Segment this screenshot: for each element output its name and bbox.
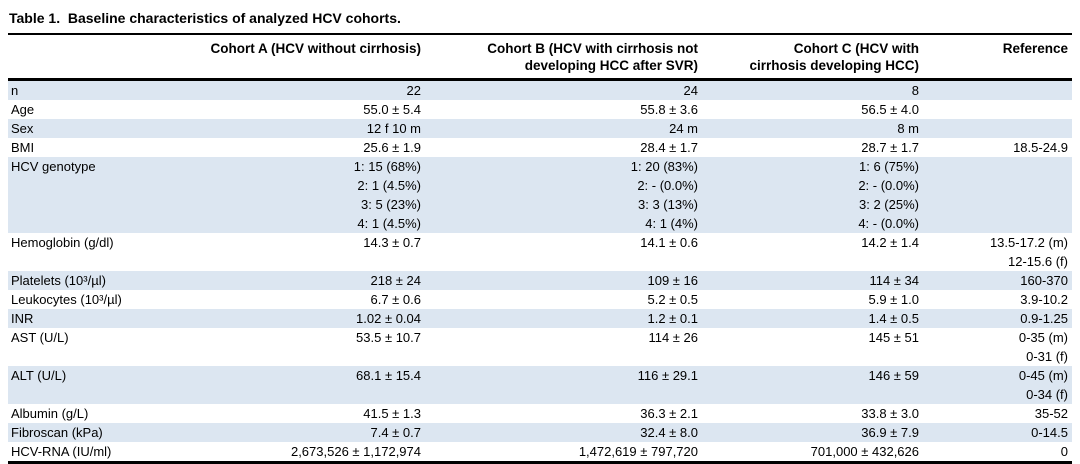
table-row-inr: INR 1.02 ± 0.04 1.2 ± 0.1 1.4 ± 0.5 0.9-… — [8, 309, 1072, 328]
cell-cohort-b: 116 ± 29.1 — [425, 366, 702, 404]
cell-cohort-b: 55.8 ± 3.6 — [640, 102, 698, 117]
cell-cohort-b: 14.1 ± 0.6 — [640, 235, 698, 250]
cell-cohort-a: 218 ± 24 — [188, 271, 425, 290]
cell-reference: 35-52 — [1034, 406, 1068, 421]
cell-cohort-b: 24 m — [425, 119, 702, 138]
cell-cohort-a: 1: 15 (68%) 2: 1 (4.5%) 3: 5 (23%) 4: 1 … — [188, 157, 425, 233]
table-row-bmi: BMI 25.6 ± 1.9 28.4 ± 1.7 28.7 ± 1.7 18.… — [8, 138, 1072, 157]
cell-reference: 3.9-10.2 — [1020, 292, 1068, 307]
cell-cohort-a: 12 f 10 m — [188, 119, 425, 138]
cell-cohort-a: 6.7 ± 0.6 — [370, 292, 421, 307]
cell-cohort-b: 109 ± 16 — [425, 271, 702, 290]
cell-cohort-c: 36.9 ± 7.9 — [702, 423, 923, 442]
header-row: Cohort A (HCV without cirrhosis) Cohort … — [8, 35, 1072, 81]
table-row-hcv-rna: HCV-RNA (IU/ml) 2,673,526 ± 1,172,974 1,… — [8, 442, 1072, 464]
cell-cohort-b: 36.3 ± 2.1 — [640, 406, 698, 421]
cell-reference: 18.5-24.9 — [1013, 140, 1068, 155]
header-cohort-c: Cohort C (HCV with cirrhosis developing … — [702, 35, 923, 81]
row-label: Platelets (10³/µl) — [8, 271, 188, 290]
table-row-platelets: Platelets (10³/µl) 218 ± 24 109 ± 16 114… — [8, 271, 1072, 290]
cell-cohort-a: 41.5 ± 1.3 — [363, 406, 421, 421]
header-cohort-b: Cohort B (HCV with cirrhosis not develop… — [425, 35, 702, 81]
cell-cohort-a: 2,673,526 ± 1,172,974 — [188, 442, 425, 464]
cell-reference — [923, 119, 1072, 138]
cell-cohort-b: 1: 20 (83%) 2: - (0.0%) 3: 3 (13%) 4: 1 … — [425, 157, 702, 233]
row-label: Sex — [8, 119, 188, 138]
cell-cohort-b: 5.2 ± 0.5 — [647, 292, 698, 307]
cell-cohort-c: 8 — [702, 79, 923, 100]
baseline-characteristics-table: Cohort A (HCV without cirrhosis) Cohort … — [8, 35, 1072, 464]
cell-cohort-c: 14.2 ± 1.4 — [861, 235, 919, 250]
cell-cohort-a: 7.4 ± 0.7 — [188, 423, 425, 442]
header-reference: Reference — [923, 35, 1072, 81]
table-row-hcv-genotype: HCV genotype 1: 15 (68%) 2: 1 (4.5%) 3: … — [8, 157, 1072, 233]
row-label: Albumin (g/L) — [11, 406, 89, 421]
row-label: HCV-RNA (IU/ml) — [8, 442, 188, 464]
row-label: Fibroscan (kPa) — [8, 423, 188, 442]
cell-cohort-c: 28.7 ± 1.7 — [861, 140, 919, 155]
cell-cohort-c: 5.9 ± 1.0 — [868, 292, 919, 307]
cell-cohort-c: 701,000 ± 432,626 — [702, 442, 923, 464]
row-label: BMI — [11, 140, 35, 155]
table-row-n: n 22 24 8 — [8, 79, 1072, 100]
cell-cohort-b: 114 ± 26 — [648, 330, 698, 345]
cell-cohort-a: 53.5 ± 10.7 — [356, 330, 421, 345]
cell-cohort-a: 68.1 ± 15.4 — [188, 366, 425, 404]
cell-cohort-a: 14.3 ± 0.7 — [363, 235, 421, 250]
cell-cohort-c: 1.4 ± 0.5 — [702, 309, 923, 328]
table-body: n 22 24 8 Age 55.0 ± 5.4 55.8 ± 3.6 56.5… — [8, 79, 1072, 464]
cell-cohort-c: 146 ± 59 — [702, 366, 923, 404]
cell-cohort-c: 33.8 ± 3.0 — [861, 406, 919, 421]
table-row-age: Age 55.0 ± 5.4 55.8 ± 3.6 56.5 ± 4.0 — [8, 100, 1072, 119]
cell-cohort-c: 114 ± 34 — [702, 271, 923, 290]
table-row-ast: AST (U/L) 53.5 ± 10.7 114 ± 26 145 ± 51 … — [8, 328, 1072, 366]
header-parameter — [8, 35, 188, 81]
table-row-fibroscan: Fibroscan (kPa) 7.4 ± 0.7 32.4 ± 8.0 36.… — [8, 423, 1072, 442]
cell-reference: 0-35 (m) 0-31 (f) — [1018, 330, 1068, 364]
cell-cohort-c: 8 m — [702, 119, 923, 138]
cell-cohort-a: 1.02 ± 0.04 — [188, 309, 425, 328]
table-title: Table 1. Baseline characteristics of ana… — [8, 5, 1072, 35]
cell-reference — [923, 100, 1072, 119]
row-label: ALT (U/L) — [8, 366, 188, 404]
row-label: INR — [8, 309, 188, 328]
table-row-sex: Sex 12 f 10 m 24 m 8 m — [8, 119, 1072, 138]
cell-cohort-b: 28.4 ± 1.7 — [640, 140, 698, 155]
cell-reference: 0.9-1.25 — [923, 309, 1072, 328]
cell-cohort-b: 1.2 ± 0.1 — [425, 309, 702, 328]
cell-reference — [923, 157, 1072, 233]
table-row-albumin: Albumin (g/L) 41.5 ± 1.3 36.3 ± 2.1 33.8… — [8, 404, 1072, 423]
cell-reference: 0-14.5 — [923, 423, 1072, 442]
cell-reference: 0-45 (m) 0-34 (f) — [923, 366, 1072, 404]
table-row-alt: ALT (U/L) 68.1 ± 15.4 116 ± 29.1 146 ± 5… — [8, 366, 1072, 404]
table-row-hemoglobin: Hemoglobin (g/dl) 14.3 ± 0.7 14.1 ± 0.6 … — [8, 233, 1072, 271]
table-header: Cohort A (HCV without cirrhosis) Cohort … — [8, 35, 1072, 81]
table-row-leukocytes: Leukocytes (10³/µl) 6.7 ± 0.6 5.2 ± 0.5 … — [8, 290, 1072, 309]
cell-cohort-c: 1: 6 (75%) 2: - (0.0%) 3: 2 (25%) 4: - (… — [702, 157, 923, 233]
row-label: n — [8, 79, 188, 100]
header-cohort-a: Cohort A (HCV without cirrhosis) — [188, 35, 425, 81]
cell-cohort-b: 32.4 ± 8.0 — [425, 423, 702, 442]
cell-reference: 0 — [923, 442, 1072, 464]
cell-reference: 160-370 — [923, 271, 1072, 290]
cell-cohort-c: 56.5 ± 4.0 — [861, 102, 919, 117]
cell-cohort-b: 24 — [425, 79, 702, 100]
cell-cohort-c: 145 ± 51 — [868, 330, 919, 345]
cell-cohort-a: 22 — [188, 79, 425, 100]
row-label: Age — [11, 102, 35, 117]
row-label: Leukocytes (10³/µl) — [11, 292, 122, 307]
cell-cohort-a: 55.0 ± 5.4 — [363, 102, 421, 117]
row-label: HCV genotype — [8, 157, 188, 233]
cell-cohort-a: 25.6 ± 1.9 — [363, 140, 421, 155]
cell-reference — [923, 79, 1072, 100]
cell-reference: 13.5-17.2 (m) 12-15.6 (f) — [989, 235, 1068, 269]
row-label: Hemoglobin (g/dl) — [11, 235, 114, 250]
cell-cohort-b: 1,472,619 ± 797,720 — [425, 442, 702, 464]
row-label: AST (U/L) — [11, 330, 69, 345]
